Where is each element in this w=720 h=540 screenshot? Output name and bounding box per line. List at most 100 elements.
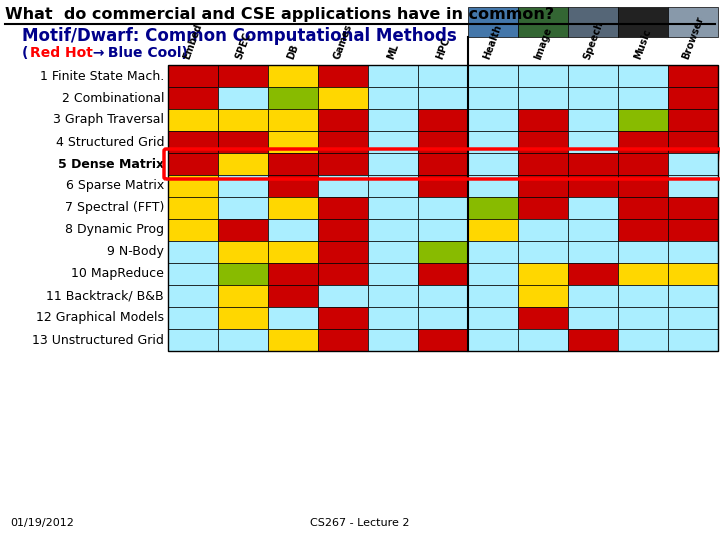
Bar <box>218 263 268 285</box>
Bar <box>418 329 468 351</box>
Bar <box>168 241 218 263</box>
Bar <box>618 153 668 175</box>
Text: 12 Graphical Models: 12 Graphical Models <box>36 312 164 325</box>
Bar <box>318 65 368 87</box>
Bar <box>518 153 568 175</box>
Bar <box>418 241 468 263</box>
Bar <box>318 307 368 329</box>
Bar <box>468 131 518 153</box>
Bar <box>318 285 368 307</box>
Bar <box>618 263 668 285</box>
Bar <box>418 197 468 219</box>
Text: 01/19/2012: 01/19/2012 <box>10 518 74 528</box>
Text: (: ( <box>22 46 28 60</box>
Bar <box>168 329 218 351</box>
Bar <box>368 109 418 131</box>
Bar <box>668 197 718 219</box>
Bar <box>518 87 568 109</box>
Text: Motif/Dwarf: Common Computational Methods: Motif/Dwarf: Common Computational Method… <box>22 27 456 45</box>
Bar <box>568 153 618 175</box>
Bar <box>168 307 218 329</box>
Bar <box>268 307 318 329</box>
Bar <box>668 307 718 329</box>
Bar <box>568 307 618 329</box>
Bar <box>368 197 418 219</box>
Bar <box>418 87 468 109</box>
Text: 7 Spectral (FFT): 7 Spectral (FFT) <box>65 201 164 214</box>
Bar <box>168 197 218 219</box>
Bar <box>668 175 718 197</box>
Text: 1 Finite State Mach.: 1 Finite State Mach. <box>40 70 164 83</box>
Bar <box>568 175 618 197</box>
Bar <box>618 197 668 219</box>
Bar <box>218 285 268 307</box>
Bar <box>318 241 368 263</box>
Text: 13 Unstructured Grid: 13 Unstructured Grid <box>32 334 164 347</box>
Bar <box>218 219 268 241</box>
Bar <box>618 131 668 153</box>
Text: 3 Graph Traversal: 3 Graph Traversal <box>53 113 164 126</box>
Bar <box>518 241 568 263</box>
Bar <box>218 329 268 351</box>
Bar <box>268 197 318 219</box>
Bar <box>468 263 518 285</box>
Text: DB: DB <box>286 43 300 61</box>
Text: →: → <box>88 46 104 60</box>
Bar <box>568 285 618 307</box>
Bar <box>518 197 568 219</box>
Bar <box>368 219 418 241</box>
Bar <box>418 263 468 285</box>
Bar <box>318 153 368 175</box>
Bar <box>418 175 468 197</box>
Bar <box>218 175 268 197</box>
Bar <box>168 65 718 351</box>
Text: Music: Music <box>633 28 653 61</box>
Bar <box>268 65 318 87</box>
Bar <box>168 109 218 131</box>
Bar <box>568 219 618 241</box>
Bar <box>318 131 368 153</box>
Text: Games: Games <box>332 23 354 61</box>
Bar <box>468 285 518 307</box>
Bar <box>268 285 318 307</box>
Bar <box>668 65 718 87</box>
Bar <box>618 307 668 329</box>
Bar <box>518 307 568 329</box>
Bar <box>268 131 318 153</box>
Text: 9 N-Body: 9 N-Body <box>107 246 164 259</box>
Text: 11 Backtrack/ B&B: 11 Backtrack/ B&B <box>46 289 164 302</box>
Bar <box>368 285 418 307</box>
Bar <box>468 153 518 175</box>
Bar <box>518 7 568 37</box>
Bar <box>668 219 718 241</box>
Bar <box>218 65 268 87</box>
Bar <box>268 241 318 263</box>
Text: Blue Cool): Blue Cool) <box>103 46 188 60</box>
Bar <box>618 109 668 131</box>
Bar <box>268 175 318 197</box>
Bar <box>568 131 618 153</box>
Bar <box>368 153 418 175</box>
Bar <box>168 285 218 307</box>
Bar <box>518 285 568 307</box>
Bar <box>318 263 368 285</box>
Bar <box>318 109 368 131</box>
Bar <box>468 65 518 87</box>
Bar <box>568 7 618 37</box>
Bar <box>668 241 718 263</box>
Bar <box>418 285 468 307</box>
Bar <box>668 329 718 351</box>
Bar <box>518 175 568 197</box>
Text: ML: ML <box>386 43 400 61</box>
Text: CS267 - Lecture 2: CS267 - Lecture 2 <box>310 518 410 528</box>
Bar <box>568 87 618 109</box>
Text: 8 Dynamic Prog: 8 Dynamic Prog <box>65 224 164 237</box>
Bar <box>418 153 468 175</box>
Bar <box>268 87 318 109</box>
Bar <box>468 87 518 109</box>
Bar <box>618 285 668 307</box>
Bar <box>168 131 218 153</box>
Bar <box>468 241 518 263</box>
Bar <box>418 109 468 131</box>
Text: Image: Image <box>533 26 554 61</box>
